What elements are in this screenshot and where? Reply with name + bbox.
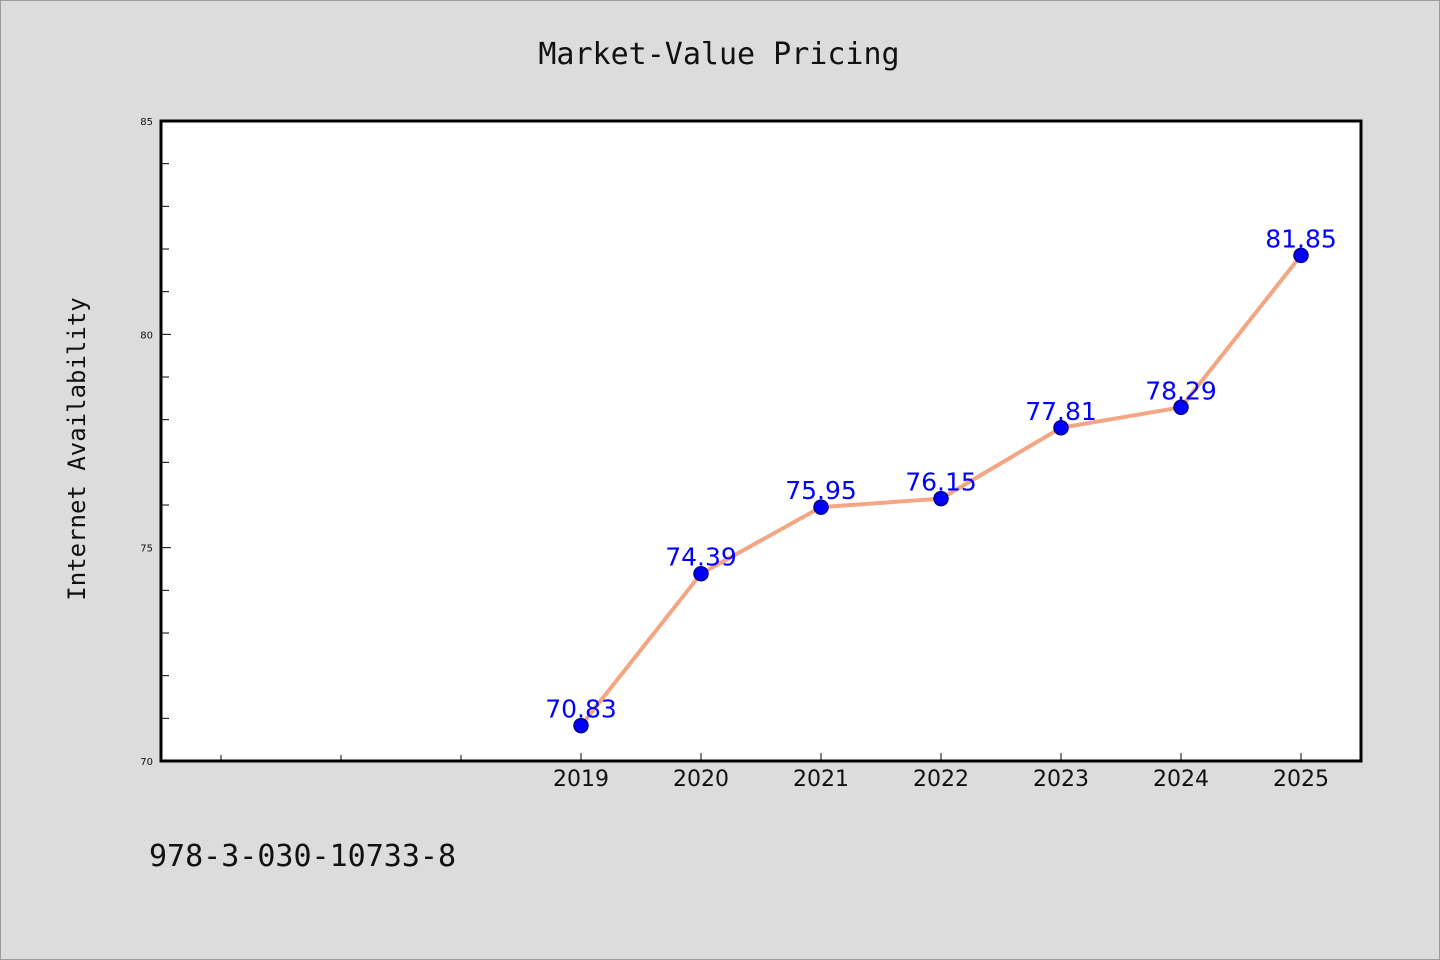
data-label: 75.95	[785, 476, 857, 505]
chart-title: Market-Value Pricing	[538, 37, 899, 72]
data-label: 70.83	[545, 695, 617, 724]
data-point	[573, 717, 589, 734]
y-axis-label: Internet Availability	[63, 297, 91, 600]
x-axis-ticks: 2019 2020 2021 2022 2023 2024 2025	[553, 753, 1329, 792]
y-tick-label: 85	[140, 117, 153, 128]
data-label: 78.29	[1145, 376, 1217, 405]
x-tick-label: 2019	[553, 767, 609, 792]
data-labels: 70.83 74.39 75.95 76.15 77.81 78.29 81.85	[545, 224, 1337, 723]
plot-frame	[159, 119, 1363, 763]
data-point	[693, 565, 709, 582]
data-label: 77.81	[1025, 397, 1097, 426]
x-tick-label: 2024	[1153, 767, 1209, 792]
data-points	[573, 247, 1309, 734]
data-point	[1173, 399, 1189, 416]
y-tick-label: 70	[140, 757, 153, 768]
plot-area	[161, 121, 1361, 761]
data-point	[933, 490, 949, 507]
data-label: 76.15	[905, 468, 977, 497]
x-tick-label: 2020	[673, 767, 729, 792]
x-tick-label: 2025	[1273, 767, 1329, 792]
footer-isbn: 978-3-030-10733-8	[149, 839, 456, 874]
x-tick-label: 2023	[1033, 767, 1089, 792]
data-label: 81.85	[1265, 224, 1337, 253]
data-point	[1053, 420, 1069, 436]
y-tick-label: 80	[140, 330, 153, 341]
y-tick-label: 75	[140, 544, 153, 555]
data-label: 74.39	[665, 543, 737, 572]
data-point	[1293, 247, 1309, 264]
x-tick-label: 2021	[793, 767, 849, 792]
x-tick-label: 2022	[913, 767, 969, 792]
data-point	[813, 499, 829, 515]
